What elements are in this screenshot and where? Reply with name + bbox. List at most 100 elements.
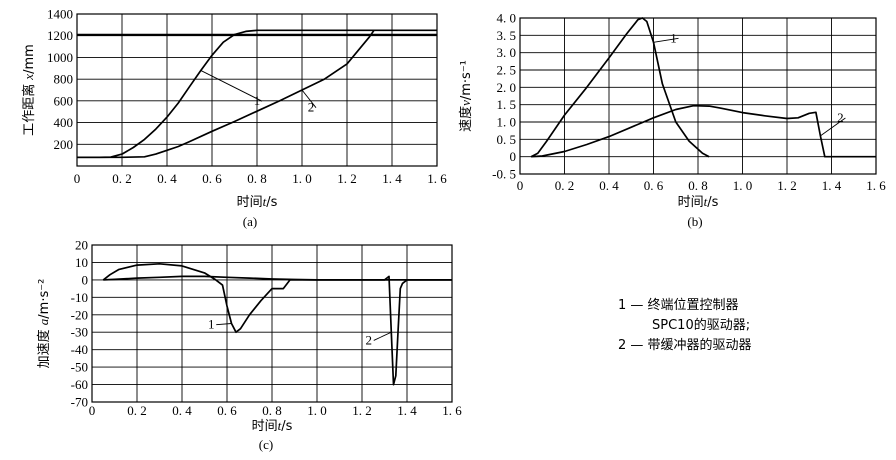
x-tick-label: 0. 4 [599,178,619,193]
y-tick-label: -30 [71,325,88,340]
x-tick-label: 1. 2 [777,178,797,193]
y-tick-label: -70 [71,395,88,410]
plot-frame [91,244,453,403]
legend-item-1-line-1: 1 — 终端位置控制器 [618,298,739,313]
y-tick-label: -40 [71,342,88,357]
y-tick-label: 3. 0 [497,45,517,60]
y-axis-label-var: a [36,318,51,325]
curve-leader-1 [216,323,232,326]
x-tick-label: 1. 2 [337,171,357,186]
x-tick-label: 1. 4 [382,171,402,186]
series-line-2 [103,275,452,386]
x-tick-label: 0. 2 [112,171,132,186]
x-tick-label: 1. 4 [397,403,417,418]
curve-leader-2 [820,117,846,137]
x-axis-label-unit: /s [266,195,277,210]
legend-item-2: 2 — 带缓冲器的驱动器 [618,338,752,353]
y-tick-label: -10 [71,290,88,305]
y-tick-label: 0. 5 [497,132,517,147]
x-axis-label-text: 时间 [252,419,278,434]
y-tick-label: 3. 5 [497,28,517,43]
panel-label: (a) [243,214,257,229]
y-axis-label-unit: /mm [22,44,37,74]
chart-3: 0 0. 2 0. 4 0. 6 0. 8 1. 0 1. 2 1. 4 1. 6 -70 -60 -… [36,238,462,453]
chart-2: 0 0. 2 0. 4 0. 6 0. 8 1. 0 1. 2 1. 4 1. 6-0. 500… [458,11,886,230]
x-axis-label-text: 时间 [678,195,704,210]
legend: 1 — 终端位置控制器 SPC10的驱动器; 2 — 带缓冲器的驱动器 [618,296,752,356]
x-tick-label: 1. 0 [733,178,753,193]
curve-leader-1 [200,70,263,102]
x-tick-label: 0. 2 [127,403,147,418]
y-tick-label: 0 [82,272,89,287]
y-tick-label: 800 [54,72,74,87]
x-tick-label: 0 [74,171,81,186]
x-tick-label: 0. 6 [644,178,664,193]
y-tick-label: 600 [54,93,74,108]
curve-label-2: 2 [837,110,844,125]
x-axis-label: 时间t/s [678,194,719,210]
x-tick-label: 1. 0 [307,403,327,418]
y-tick-label: 400 [54,115,74,130]
y-axis-label-var: v [458,100,473,106]
y-axis-label-text: 速度 [458,106,474,132]
panel-label: (b) [687,214,702,229]
x-axis-label: 时间t/s [252,418,293,434]
y-tick-label: 200 [54,137,74,152]
curve-leader-1 [653,37,679,43]
x-tick-label: 0. 4 [172,403,192,418]
curve-label-2: 2 [366,332,373,347]
x-tick-label: 1. 6 [866,178,886,193]
y-tick-label: -60 [71,377,88,392]
curve-leader-2 [301,89,317,108]
y-axis-label: 加速度 a/m·s⁻² [36,279,52,369]
y-tick-label: 10 [75,255,88,270]
series-line-2 [531,104,876,158]
y-axis-label: 工作距离 x/mm [21,44,37,136]
y-axis-label: 速度v/m·s⁻¹ [458,60,474,132]
x-tick-label: 0. 2 [555,178,575,193]
y-axis-label-text: 工作距离 [21,80,37,136]
x-tick-label: 1. 6 [442,403,462,418]
legend-item-1-line-2: SPC10的驱动器; [652,318,751,333]
y-tick-label: 1. 0 [497,115,517,130]
curve-leader-2 [373,331,392,341]
x-axis-label-unit: /s [281,419,292,434]
y-axis-label-var: x [21,74,36,81]
series-line-1 [77,29,437,159]
chart-1: 0 0. 2 0. 4 0. 6 0. 8 1. 0 1. 2 1. 4 1. 6 200 400 6… [21,7,447,230]
curve-label-1: 1 [670,30,677,45]
curve-label-1: 1 [254,93,261,108]
plot-frame [76,13,438,167]
x-tick-label: 0. 8 [262,403,282,418]
x-tick-label: 1. 0 [292,171,312,186]
y-tick-label: 0 [510,149,517,164]
y-tick-label: -20 [71,307,88,322]
curve-label-1: 1 [208,317,215,332]
curve-label-2: 2 [308,100,315,115]
y-axis-label-text: 加速度 [36,325,52,368]
x-tick-label: 0. 6 [217,403,237,418]
y-tick-label: -0. 5 [492,167,516,182]
y-axis-label-unit: /m·s⁻² [37,279,52,319]
x-tick-label: 0. 6 [202,171,222,186]
y-axis-label-unit: /m·s⁻¹ [459,60,474,100]
y-tick-label: 20 [75,238,88,253]
x-tick-label: 0. 4 [157,171,177,186]
panel-label: (c) [259,437,273,452]
series-line-1 [102,262,452,334]
y-tick-label: 2. 5 [497,63,517,78]
y-tick-label: 2. 0 [497,80,517,95]
x-axis-label-var: t [263,194,267,209]
y-tick-label: 4. 0 [497,11,517,26]
x-axis-label-var: t [278,418,282,433]
y-tick-label: 1000 [47,50,73,65]
x-tick-label: 0 [89,403,96,418]
series-line-2 [77,29,375,159]
series-line-1 [530,17,710,158]
y-tick-label: -50 [71,360,88,375]
x-tick-label: 0. 8 [247,171,267,186]
x-tick-label: 0 [517,178,524,193]
x-axis-label-unit: /s [707,195,718,210]
chart-2-grid [519,17,877,175]
x-tick-label: 1. 6 [427,171,447,186]
